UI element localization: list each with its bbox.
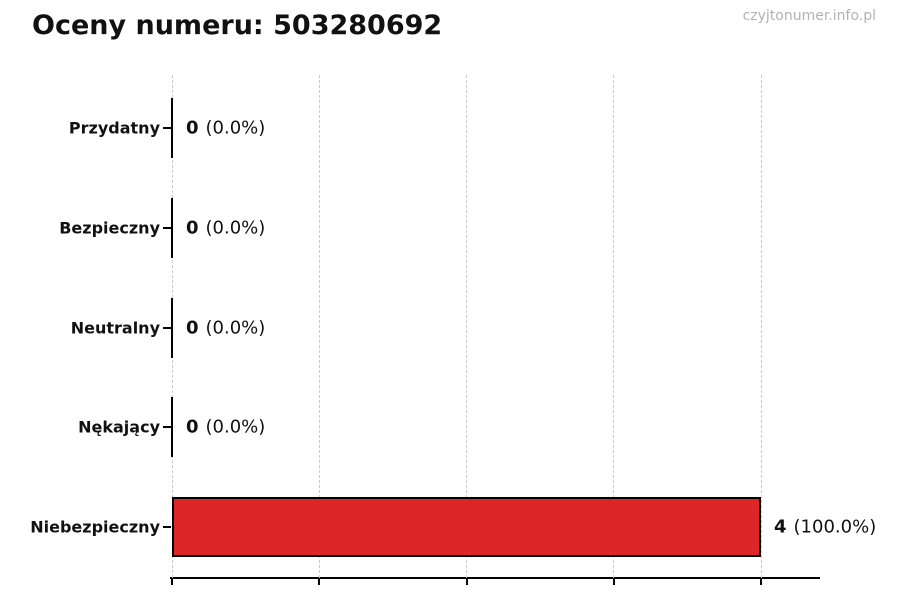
value-count: 0	[186, 416, 199, 438]
bar-bezpieczny	[171, 197, 173, 258]
value-percent: (0.0%)	[205, 217, 266, 239]
x-axis-tick-0	[171, 579, 173, 585]
x-axis-tick-2	[465, 579, 468, 585]
value-label: 0 (0.0%)	[186, 417, 265, 438]
category-label: Neutralny	[70, 318, 160, 337]
value-label: 0 (0.0%)	[186, 118, 265, 139]
y-axis-tick	[163, 326, 171, 329]
y-axis-tick	[163, 127, 171, 129]
y-axis-tick	[163, 426, 171, 429]
value-percent: (100.0%)	[793, 516, 877, 538]
value-label: 0 (0.0%)	[186, 217, 265, 238]
value-count: 0	[186, 317, 199, 338]
bar-przydatny	[171, 98, 173, 158]
value-label: 0 (0.0%)	[186, 317, 265, 338]
value-percent: (0.0%)	[205, 416, 266, 438]
value-count: 4	[774, 516, 787, 538]
x-axis-line	[170, 577, 820, 579]
value-percent: (0.0%)	[205, 117, 266, 139]
bar-nękający	[171, 397, 173, 458]
gridline-x-4	[760, 75, 762, 578]
x-axis-tick-4	[760, 579, 762, 585]
x-axis-tick-1	[318, 579, 321, 585]
value-count: 0	[186, 117, 199, 139]
x-axis-tick-3	[612, 579, 615, 585]
y-axis-tick	[163, 526, 171, 528]
bar-neutralny	[171, 297, 173, 358]
gridline-x-1	[318, 75, 320, 578]
watermark: czyjtonumer.info.pl	[742, 8, 876, 24]
category-label: Przydatny	[68, 118, 160, 138]
category-label: Nękający	[78, 417, 160, 437]
category-label: Bezpieczny	[59, 218, 160, 238]
chart-title: Oceny numeru: 503280692	[32, 10, 443, 41]
bar-niebezpieczny	[172, 497, 761, 557]
category-label: Niebezpieczny	[30, 517, 160, 537]
value-label: 4 (100.0%)	[774, 517, 876, 538]
y-axis-tick	[163, 226, 171, 229]
value-percent: (0.0%)	[205, 317, 266, 338]
gridline-x-3	[613, 75, 615, 578]
gridline-x-2	[466, 75, 467, 578]
value-count: 0	[186, 217, 199, 239]
